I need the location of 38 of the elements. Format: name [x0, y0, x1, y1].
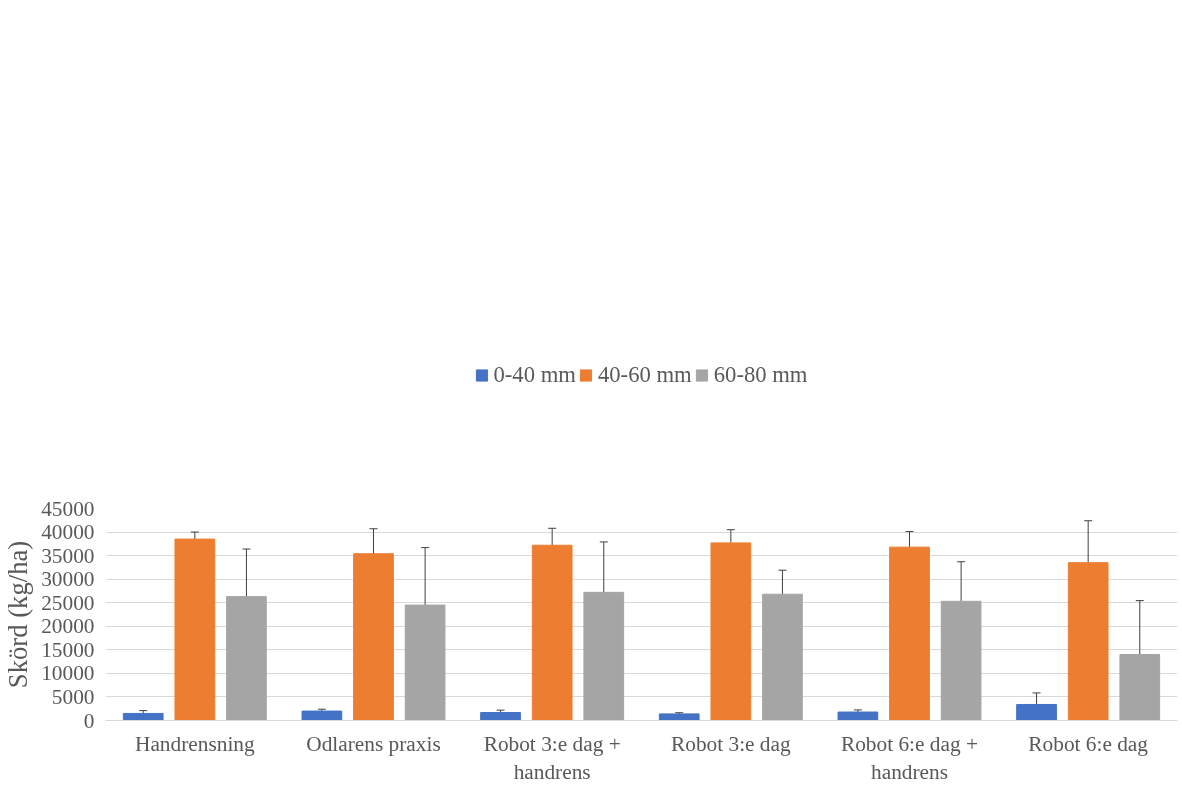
x-tick-label: Robot 3:e dag + handrens: [483, 731, 621, 785]
y-tick-label: 40000: [41, 520, 95, 545]
y-axis-title: Skörd (kg/ha): [3, 540, 34, 689]
y-tick-label: 0: [83, 708, 95, 733]
y-tick-label: 10000: [41, 661, 95, 686]
bar: [226, 596, 267, 721]
bar: [889, 546, 930, 721]
x-tick-label: Handrensning: [135, 731, 255, 756]
x-tick-label: Robot 6:e dag + handrens: [840, 731, 979, 785]
x-tick-label: Robot 6:e dag: [1028, 731, 1149, 756]
bar: [762, 593, 803, 721]
x-tick-label: Robot 3:e dag: [671, 731, 791, 756]
legend-label: 60-80 mm: [713, 361, 808, 388]
bar: [1016, 703, 1057, 721]
bar: [404, 604, 446, 721]
y-tick-label: 30000: [41, 567, 95, 592]
bar: [174, 538, 216, 721]
y-tick-label: 5000: [51, 684, 95, 709]
bar: [480, 711, 521, 721]
y-tick-label: 15000: [41, 637, 95, 662]
bar: [940, 600, 982, 721]
y-tick-label: 45000: [41, 496, 95, 521]
y-tick-label: 25000: [41, 590, 95, 615]
legend-label: 0-40 mm: [493, 361, 576, 388]
bar: [1067, 562, 1109, 721]
bar: [658, 713, 700, 721]
bar: [837, 711, 879, 721]
bar: [301, 710, 343, 721]
bar: [583, 591, 625, 721]
bar: [353, 553, 394, 721]
bar: [122, 712, 164, 721]
bar: [531, 544, 573, 721]
y-tick-label: 35000: [41, 543, 95, 568]
legend-label: 40-60 mm: [597, 361, 692, 388]
bar: [1119, 654, 1161, 721]
y-tick-label: 20000: [41, 614, 95, 639]
x-tick-label: Odlarens praxis: [306, 731, 441, 756]
bar: [710, 542, 752, 721]
